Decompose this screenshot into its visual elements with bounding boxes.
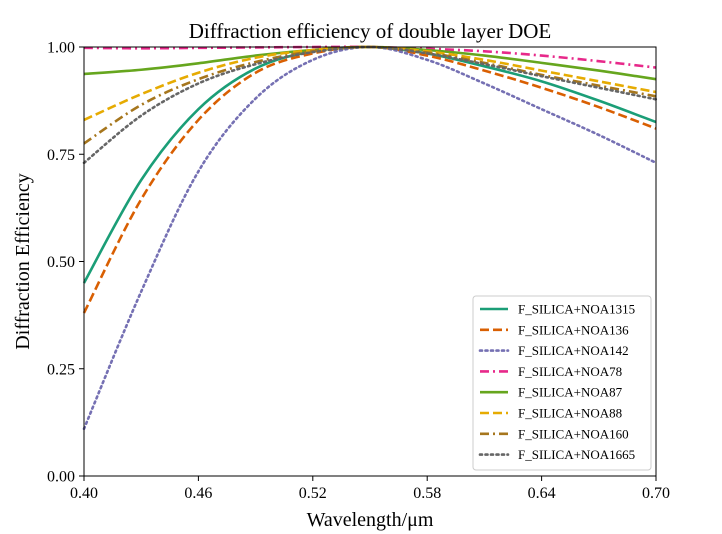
series-line-3 <box>82 45 658 431</box>
x-tick-label: 0.64 <box>528 485 556 502</box>
legend-label-1: F_SILICA+NOA1315 <box>518 302 635 317</box>
series-line-2 <box>82 45 657 314</box>
x-axis: 0.40 0.46 0.52 0.58 0.64 0.70 <box>70 476 670 502</box>
legend-label-6: F_SILICA+NOA88 <box>518 406 622 421</box>
legend-label-8: F_SILICA+NOA1665 <box>518 447 635 462</box>
x-tick-label: 0.46 <box>184 485 212 502</box>
x-tick-label: 0.70 <box>642 485 670 502</box>
legend-label-3: F_SILICA+NOA142 <box>518 343 629 358</box>
y-tick-label: 0.00 <box>47 469 75 486</box>
x-tick-label: 0.40 <box>70 485 98 502</box>
legend-label-4: F_SILICA+NOA78 <box>518 364 622 379</box>
legend-label-5: F_SILICA+NOA87 <box>518 385 623 400</box>
legend-box <box>472 295 652 471</box>
y-tick-label: 0.75 <box>47 147 75 164</box>
series-line-7 <box>83 45 657 145</box>
y-axis: 0.00 0.25 0.50 0.75 1.00 <box>47 40 84 486</box>
x-tick-label: 0.58 <box>413 485 441 502</box>
y-tick-label: 0.25 <box>47 361 75 378</box>
y-axis-label: Diffraction Efficiency <box>12 173 34 349</box>
legend-label-7: F_SILICA+NOA160 <box>518 426 629 441</box>
x-tick-label: 0.52 <box>299 485 327 502</box>
legend-label-2: F_SILICA+NOA136 <box>518 322 629 337</box>
series-line-4 <box>83 45 657 69</box>
y-tick-label: 0.50 <box>47 254 75 271</box>
y-tick-label: 1.00 <box>47 40 75 57</box>
series-line-8 <box>82 45 658 165</box>
series-line-5 <box>83 45 657 81</box>
series-layer <box>82 45 658 431</box>
legend: F_SILICA+NOA1315 F_SILICA+NOA136 F_SILICA+… <box>472 295 652 471</box>
x-axis-label: Wavelength/μm <box>307 509 434 531</box>
chart-title: Diffraction efficiency of double layer D… <box>189 19 552 43</box>
series-line-6 <box>83 45 657 122</box>
